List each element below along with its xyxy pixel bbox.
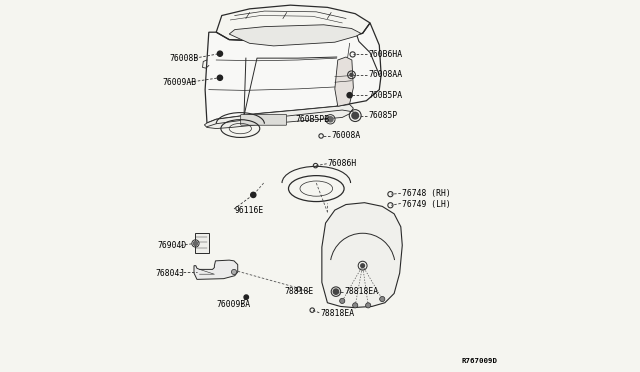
Text: 76008A: 76008A [331,131,360,141]
Circle shape [361,264,364,267]
Bar [195,233,209,253]
Text: 76804J: 76804J [155,269,184,278]
Text: 76009AB: 76009AB [163,78,196,87]
FancyBboxPatch shape [241,115,287,125]
Circle shape [365,303,371,308]
Circle shape [244,295,248,299]
Polygon shape [204,105,353,129]
Circle shape [380,296,385,302]
Circle shape [353,303,358,308]
Text: 76009BA: 76009BA [216,300,250,309]
Polygon shape [229,25,361,46]
Circle shape [193,241,198,246]
Text: 760B5PB: 760B5PB [296,115,330,124]
Circle shape [218,51,223,56]
Circle shape [333,289,339,294]
Circle shape [328,116,333,122]
Circle shape [340,298,345,304]
Circle shape [232,269,237,275]
Text: 96116E: 96116E [234,206,263,215]
Text: 76085P: 76085P [368,111,397,120]
Circle shape [251,192,256,198]
Text: 760B5PA: 760B5PA [368,91,403,100]
Text: 78818EA: 78818EA [344,287,378,296]
Text: 76008AA: 76008AA [368,70,403,79]
Text: 76749 (LH): 76749 (LH) [401,200,451,209]
Text: 78818E: 78818E [285,287,314,296]
Polygon shape [194,260,237,279]
Text: 76904D: 76904D [157,241,186,250]
Text: 78818EA: 78818EA [320,310,354,318]
Text: 76086H: 76086H [328,159,356,168]
Text: 76748 (RH): 76748 (RH) [401,189,451,198]
Polygon shape [322,203,403,308]
Circle shape [347,93,352,98]
Polygon shape [205,23,381,123]
Circle shape [350,73,353,76]
Text: 76008B: 76008B [170,54,199,62]
Text: R767009D: R767009D [462,358,498,364]
Text: 760B6HA: 760B6HA [368,50,403,59]
Polygon shape [335,57,353,106]
Circle shape [218,75,223,80]
Circle shape [352,112,358,119]
